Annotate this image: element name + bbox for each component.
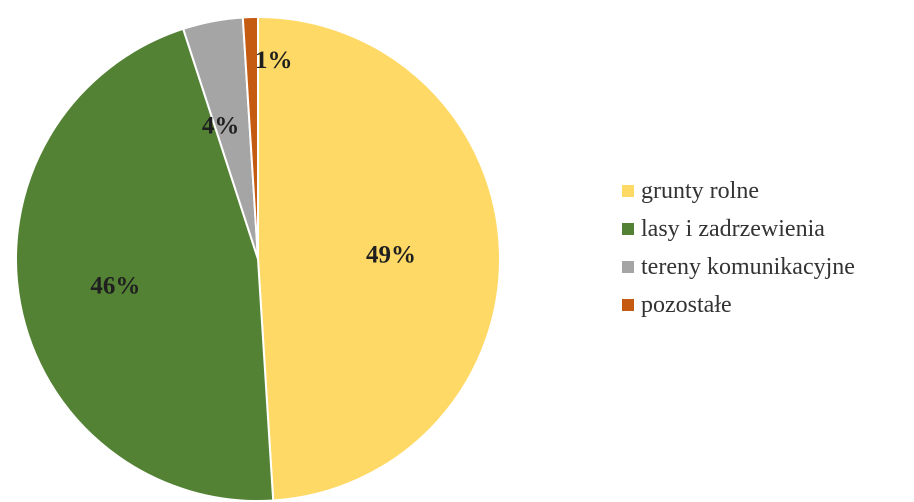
pie-slice-1 [257,15,501,502]
data-label-1: 49% [366,241,416,268]
legend-swatch [622,223,634,235]
legend-swatch [622,185,634,197]
pie-chart: 49% 46% 4% 1% [15,15,501,502]
pie-slice-2 [15,27,275,502]
pie-slice-4 [241,15,259,260]
legend-label: grunty rolne [641,177,759,204]
legend-item-tereny-komunikacyjne: tereny komunikacyjne [622,248,855,286]
chart-legend: grunty rolne lasy i zadrzewienia tereny … [622,172,855,324]
data-label-4: 1% [255,47,293,74]
data-label-3: 4% [202,112,240,139]
legend-item-grunty-rolne: grunty rolne [622,172,855,210]
legend-label: lasy i zadrzewienia [641,215,825,242]
legend-item-lasy-i-zadrzewienia: lasy i zadrzewienia [622,210,855,248]
legend-swatch [622,261,634,273]
legend-label: pozostałe [641,291,732,318]
legend-swatch [622,299,634,311]
legend-item-pozostale: pozostałe [622,286,855,324]
data-label-2: 46% [90,273,140,300]
legend-label: tereny komunikacyjne [641,253,855,280]
